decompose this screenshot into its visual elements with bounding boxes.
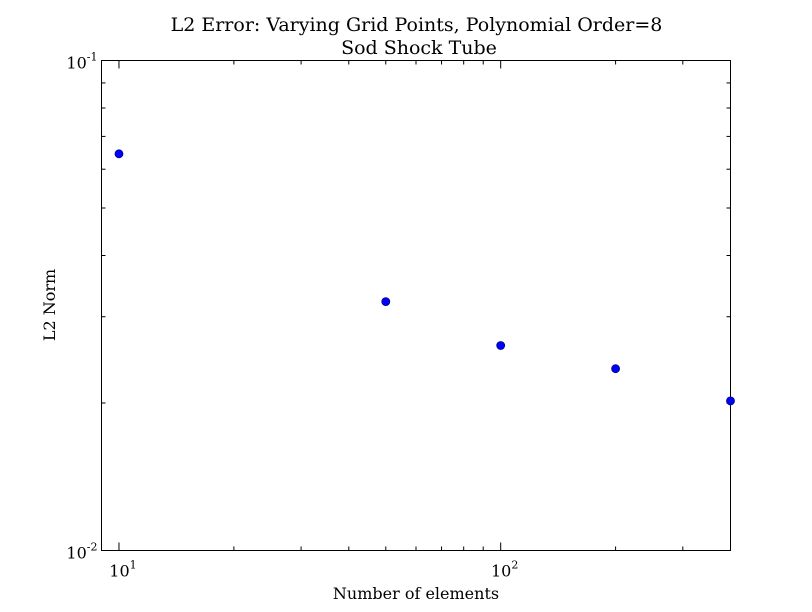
x-axis-label: Number of elements [333,584,499,603]
x-tick-label: 101 [109,559,136,581]
minor-ticks [101,60,731,551]
data-point [114,149,124,159]
y-axis-label: L2 Norm [40,269,59,341]
chart-title: L2 Error: Varying Grid Points, Polynomia… [171,14,663,36]
data-point [496,341,506,350]
tick-labels: 101 102 10-2 10-1 [66,51,518,581]
data-point [381,297,391,307]
plot-frame [101,60,731,551]
major-ticks [101,60,731,551]
y-tick-label: 10-2 [66,541,97,563]
chart-subtitle: Sod Shock Tube [341,37,497,59]
data-point [611,364,620,374]
y-tick-label: 10-1 [66,51,97,73]
x-tick-label: 102 [491,559,518,581]
data-points [114,149,735,406]
data-point [726,396,735,406]
